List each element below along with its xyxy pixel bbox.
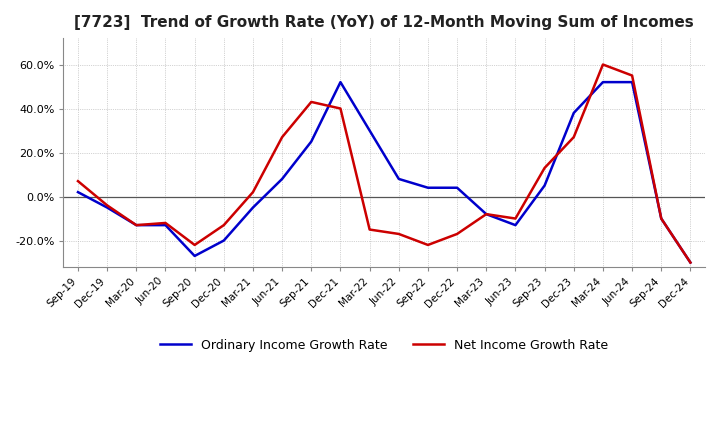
Net Income Growth Rate: [365, 227, 374, 232]
Ordinary Income Growth Rate: [540, 183, 549, 188]
Ordinary Income Growth Rate: [161, 223, 170, 228]
Ordinary Income Growth Rate: [395, 176, 403, 182]
Ordinary Income Growth Rate: [482, 212, 490, 217]
Net Income Growth Rate: [570, 135, 578, 140]
Net Income Growth Rate: [540, 165, 549, 171]
Ordinary Income Growth Rate: [686, 260, 695, 265]
Net Income Growth Rate: [103, 203, 112, 208]
Net Income Growth Rate: [336, 106, 345, 111]
Net Income Growth Rate: [453, 231, 462, 237]
Ordinary Income Growth Rate: [511, 223, 520, 228]
Net Income Growth Rate: [73, 179, 82, 184]
Ordinary Income Growth Rate: [278, 176, 287, 182]
Net Income Growth Rate: [628, 73, 636, 78]
Title: [7723]  Trend of Growth Rate (YoY) of 12-Month Moving Sum of Incomes: [7723] Trend of Growth Rate (YoY) of 12-…: [74, 15, 694, 30]
Ordinary Income Growth Rate: [453, 185, 462, 191]
Ordinary Income Growth Rate: [423, 185, 432, 191]
Net Income Growth Rate: [248, 190, 257, 195]
Ordinary Income Growth Rate: [73, 190, 82, 195]
Ordinary Income Growth Rate: [307, 139, 315, 144]
Ordinary Income Growth Rate: [570, 110, 578, 116]
Ordinary Income Growth Rate: [190, 253, 199, 259]
Ordinary Income Growth Rate: [657, 216, 665, 221]
Ordinary Income Growth Rate: [248, 205, 257, 210]
Net Income Growth Rate: [278, 135, 287, 140]
Net Income Growth Rate: [132, 223, 140, 228]
Ordinary Income Growth Rate: [628, 80, 636, 85]
Net Income Growth Rate: [220, 223, 228, 228]
Net Income Growth Rate: [657, 216, 665, 221]
Ordinary Income Growth Rate: [365, 128, 374, 133]
Net Income Growth Rate: [307, 99, 315, 105]
Line: Net Income Growth Rate: Net Income Growth Rate: [78, 65, 690, 263]
Net Income Growth Rate: [598, 62, 607, 67]
Ordinary Income Growth Rate: [103, 205, 112, 210]
Net Income Growth Rate: [511, 216, 520, 221]
Ordinary Income Growth Rate: [220, 238, 228, 243]
Net Income Growth Rate: [395, 231, 403, 237]
Ordinary Income Growth Rate: [336, 80, 345, 85]
Ordinary Income Growth Rate: [132, 223, 140, 228]
Ordinary Income Growth Rate: [598, 80, 607, 85]
Legend: Ordinary Income Growth Rate, Net Income Growth Rate: Ordinary Income Growth Rate, Net Income …: [155, 334, 613, 357]
Net Income Growth Rate: [423, 242, 432, 248]
Net Income Growth Rate: [190, 242, 199, 248]
Net Income Growth Rate: [686, 260, 695, 265]
Net Income Growth Rate: [161, 220, 170, 226]
Line: Ordinary Income Growth Rate: Ordinary Income Growth Rate: [78, 82, 690, 263]
Net Income Growth Rate: [482, 212, 490, 217]
